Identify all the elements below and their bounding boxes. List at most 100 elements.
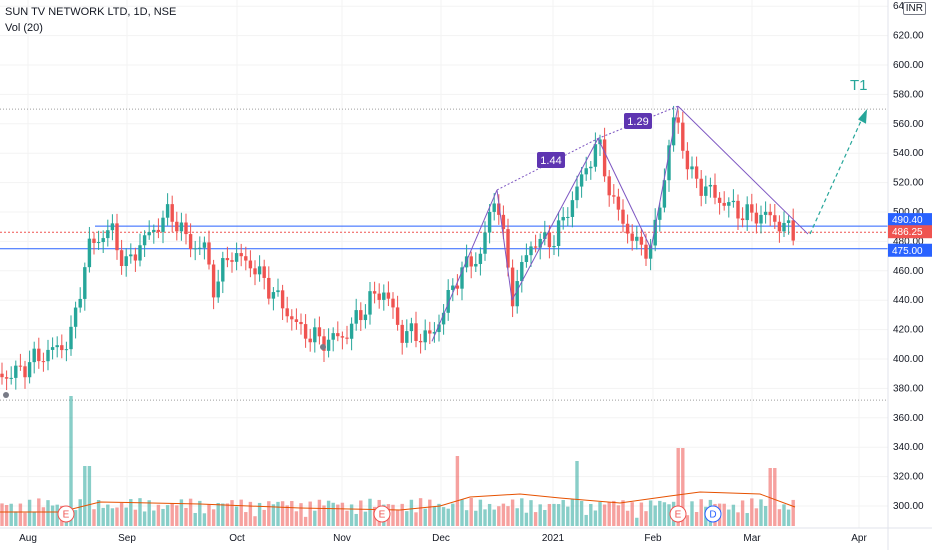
candle-body [244,256,248,261]
volume-bar [658,500,662,526]
candle-body [777,221,782,232]
candle-body [142,235,147,246]
volume-bar [423,508,427,526]
volume-bar [644,511,648,526]
volume-bar [303,516,308,526]
volume-bar [474,510,478,526]
volume-bar [184,507,188,526]
volume-bar [336,504,340,526]
candle-body [207,242,211,265]
candle-body [92,238,96,243]
candle-body [9,377,13,379]
volume-bar [198,500,202,526]
candle-body [717,197,722,203]
candle-body [193,248,197,250]
volume-bar [552,503,556,526]
price-tick-label: 480.00 [893,236,924,247]
candle-body [280,290,285,309]
event-marker [704,505,722,523]
candles [0,105,795,398]
volume-bar [161,508,165,526]
volume-bar [763,506,768,526]
price-tick-label: 300.00 [893,501,924,512]
projection-arrow [858,109,867,124]
volume-bar [221,503,225,526]
candle-body [179,222,184,232]
candle-body [570,200,575,217]
volume-bar [313,510,317,526]
price-tick-label: 580.00 [893,89,924,100]
volume-bar [253,516,257,526]
candle-body [345,337,349,339]
candle-body [630,233,634,241]
volume-bar [119,502,124,526]
candle-body [161,217,165,232]
price-tick-label: 440.00 [893,295,924,306]
candle-body [271,292,276,299]
volume-bar [768,468,772,526]
pattern-leg [677,105,809,235]
candle-body [340,336,345,338]
candle-body [441,312,446,325]
volume-bar [170,503,174,526]
candle-body [202,242,207,248]
candle-body [455,285,460,289]
grid [0,0,888,528]
volume-bar [681,448,685,526]
candle-body [60,345,64,351]
candle-body [101,238,105,243]
candle-body [363,314,368,321]
candle-body [188,234,193,250]
volume-bar [589,503,593,526]
candle-body [676,117,680,123]
volume-bar [451,503,455,526]
candle-body [497,203,501,215]
price-tick-label: 340.00 [893,442,924,453]
candle-body [731,200,736,203]
volume-bar [455,456,460,526]
candle-body [566,216,570,218]
volume-bar [18,503,23,526]
volume-bar [786,509,791,526]
candle-body [593,144,598,167]
volume-bar [248,501,253,526]
volume-bar [602,504,607,526]
volume-bar [326,500,331,526]
candle-body [400,324,404,343]
candle-body [230,260,234,262]
time-tick-label: Oct [229,533,245,544]
candle-body [690,166,694,170]
candle-body [722,202,726,206]
candle-body [644,244,648,259]
candle-body [759,214,763,224]
candle-body [506,229,510,268]
candle-body [547,232,552,248]
pattern-leg [650,106,679,249]
candle-body [437,324,441,333]
event-marker-label: E [675,510,682,521]
volume-bar [497,506,501,526]
volume-bar [244,512,248,526]
candle-body [414,323,418,341]
volume-bar [55,504,59,526]
volume-bar [101,507,105,526]
currency-badge[interactable]: INR [902,2,926,15]
volume-bar [368,498,372,526]
candle-body [492,203,496,212]
volume-bar [280,501,285,526]
volume-bar [460,499,464,526]
candle-body [115,223,119,251]
candle-body [694,166,699,179]
candle-body [303,324,308,339]
volume-bar [188,498,193,526]
volume-bar [524,512,529,526]
volume-bar [129,499,133,526]
volume-bar [437,503,441,526]
candle-body [23,366,27,378]
event-marker [373,505,391,523]
volume-bar [690,501,694,526]
candle-body [147,232,151,236]
candle-body [681,122,685,151]
level-tag-label: 490.40 [892,215,923,226]
